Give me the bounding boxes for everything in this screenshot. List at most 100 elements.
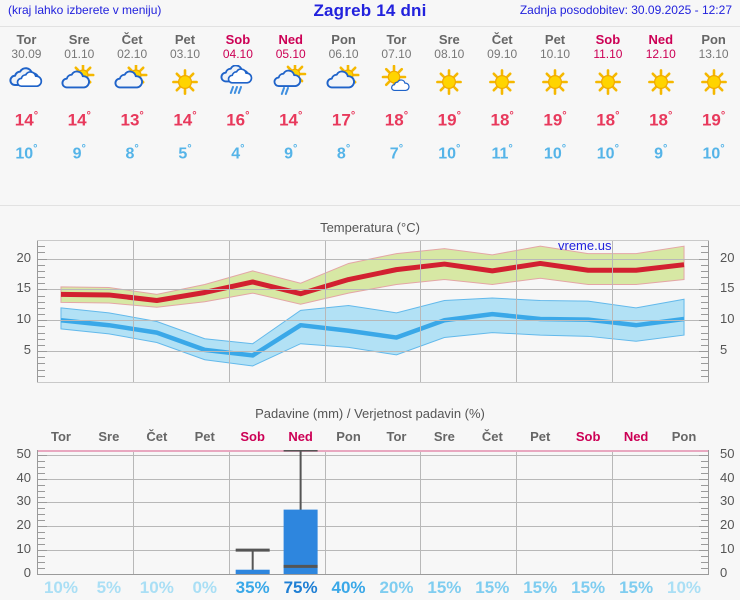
max-temperature: 19° — [543, 101, 566, 136]
degree-symbol: ° — [509, 110, 514, 122]
precip-bar — [235, 569, 270, 574]
min-temperature: 10° — [15, 136, 37, 167]
precip-y-tick — [699, 526, 708, 528]
min-temperature: 10° — [544, 136, 566, 167]
precipitation-probability: 10% — [43, 578, 78, 597]
min-temperature: 10° — [438, 136, 460, 167]
day-name: Sob — [595, 32, 621, 47]
day-name: Sob — [225, 32, 251, 47]
gridline — [37, 320, 708, 322]
min-temperature: 5° — [178, 136, 191, 167]
min-temperature: 9° — [654, 136, 667, 167]
day-name: Ned — [278, 32, 303, 47]
header-divider — [0, 26, 740, 27]
y-tick — [38, 283, 45, 285]
day-name: Ned — [648, 32, 674, 47]
max-temperature: 18° — [596, 101, 619, 136]
gridline-vertical — [516, 240, 518, 382]
max-temperature-value: 14 — [67, 110, 87, 130]
gridline-vertical — [228, 240, 230, 382]
precip-y-tick — [38, 496, 45, 498]
y-tick — [38, 351, 47, 353]
y-tick — [38, 289, 47, 291]
max-temperature: 14° — [68, 101, 91, 136]
y-axis-label: 20 — [16, 249, 31, 265]
y-tick — [699, 320, 708, 322]
y-tick — [701, 338, 708, 340]
gridline-vertical — [228, 450, 230, 574]
y-tick — [38, 344, 45, 346]
degree-symbol: ° — [245, 110, 250, 122]
y-tick — [38, 320, 47, 322]
sunny-icon — [641, 63, 681, 101]
precip-y-axis-label: 40 — [16, 469, 31, 485]
min-temperature-value: 11 — [491, 144, 509, 162]
day-column: Čet 09.10 18° 11° — [476, 28, 529, 203]
degree-symbol: ° — [33, 142, 38, 155]
degree-symbol: ° — [297, 110, 303, 122]
precip-y-tick — [701, 556, 708, 558]
min-temperature-value: 10 — [543, 144, 562, 162]
partly-sunny-icon — [324, 63, 364, 101]
precip-y-axis-label: 20 — [720, 517, 735, 533]
y-tick — [701, 314, 708, 316]
day-name: Pet — [174, 32, 196, 47]
precip-day-label: Sob — [240, 429, 265, 444]
degree-symbol: ° — [187, 142, 192, 155]
plot-top-border — [37, 240, 709, 241]
day-date: 04.10 — [222, 47, 253, 61]
precipitation-probability: 10% — [139, 578, 174, 597]
sunny-icon — [165, 63, 205, 101]
y-axis-label: 15 — [720, 280, 735, 296]
precip-y-tick — [699, 454, 708, 456]
max-temperature: 14° — [279, 101, 302, 136]
degree-symbol: ° — [192, 110, 197, 122]
min-temperature-value: 7 — [389, 144, 399, 162]
precip-y-tick — [38, 466, 45, 468]
y-tick — [701, 357, 708, 359]
gridline — [37, 478, 708, 480]
day-date: 07.10 — [381, 47, 412, 61]
max-temperature: 17° — [332, 101, 355, 136]
precip-day-label: Sre — [433, 429, 455, 444]
min-temperature-value: 9 — [72, 144, 82, 162]
day-column: Čet 02.10 13° 8° — [106, 28, 159, 203]
precip-day-label: Tor — [50, 429, 71, 444]
precip-bar — [283, 509, 318, 574]
max-temperature-value: 16 — [226, 110, 246, 130]
precip-y-tick — [38, 556, 45, 558]
gridline — [37, 351, 708, 353]
min-temperature-value: 5 — [178, 144, 188, 162]
precipitation-plot-area — [37, 450, 708, 575]
y-axis-right — [708, 240, 709, 382]
min-temperature: 9° — [284, 136, 297, 167]
degree-symbol: ° — [668, 110, 673, 122]
day-name: Pon — [331, 32, 356, 47]
day-name: Sre — [68, 32, 90, 47]
temperature-series-svg — [60, 245, 685, 367]
y-tick — [701, 363, 708, 365]
min-temperature: 8° — [337, 136, 350, 167]
precip-y-axis-label: 0 — [720, 565, 728, 580]
precip-y-tick — [38, 472, 45, 474]
min-temperature: 4° — [231, 136, 244, 167]
max-temperature: 18° — [649, 101, 672, 136]
precip-y-tick — [701, 538, 708, 540]
degree-symbol: ° — [345, 142, 351, 155]
y-axis-left — [37, 240, 38, 382]
degree-symbol: ° — [561, 142, 567, 155]
y-tick — [701, 283, 708, 285]
precip-day-label: Čet — [146, 429, 168, 444]
precip-day-label: Ned — [623, 429, 649, 444]
precipitation-probability: 0% — [192, 578, 218, 597]
y-tick — [38, 307, 45, 309]
last-updated: Zadnja posodobitev: 30.09.2025 - 12:27 — [519, 3, 732, 17]
gridline-vertical — [516, 450, 518, 574]
gridline-vertical — [324, 240, 326, 382]
day-name: Tor — [386, 32, 407, 47]
precip-y-tick — [38, 490, 45, 492]
day-name: Čet — [491, 32, 513, 47]
y-tick — [38, 258, 47, 260]
y-tick — [38, 246, 45, 248]
gridline — [37, 502, 708, 504]
